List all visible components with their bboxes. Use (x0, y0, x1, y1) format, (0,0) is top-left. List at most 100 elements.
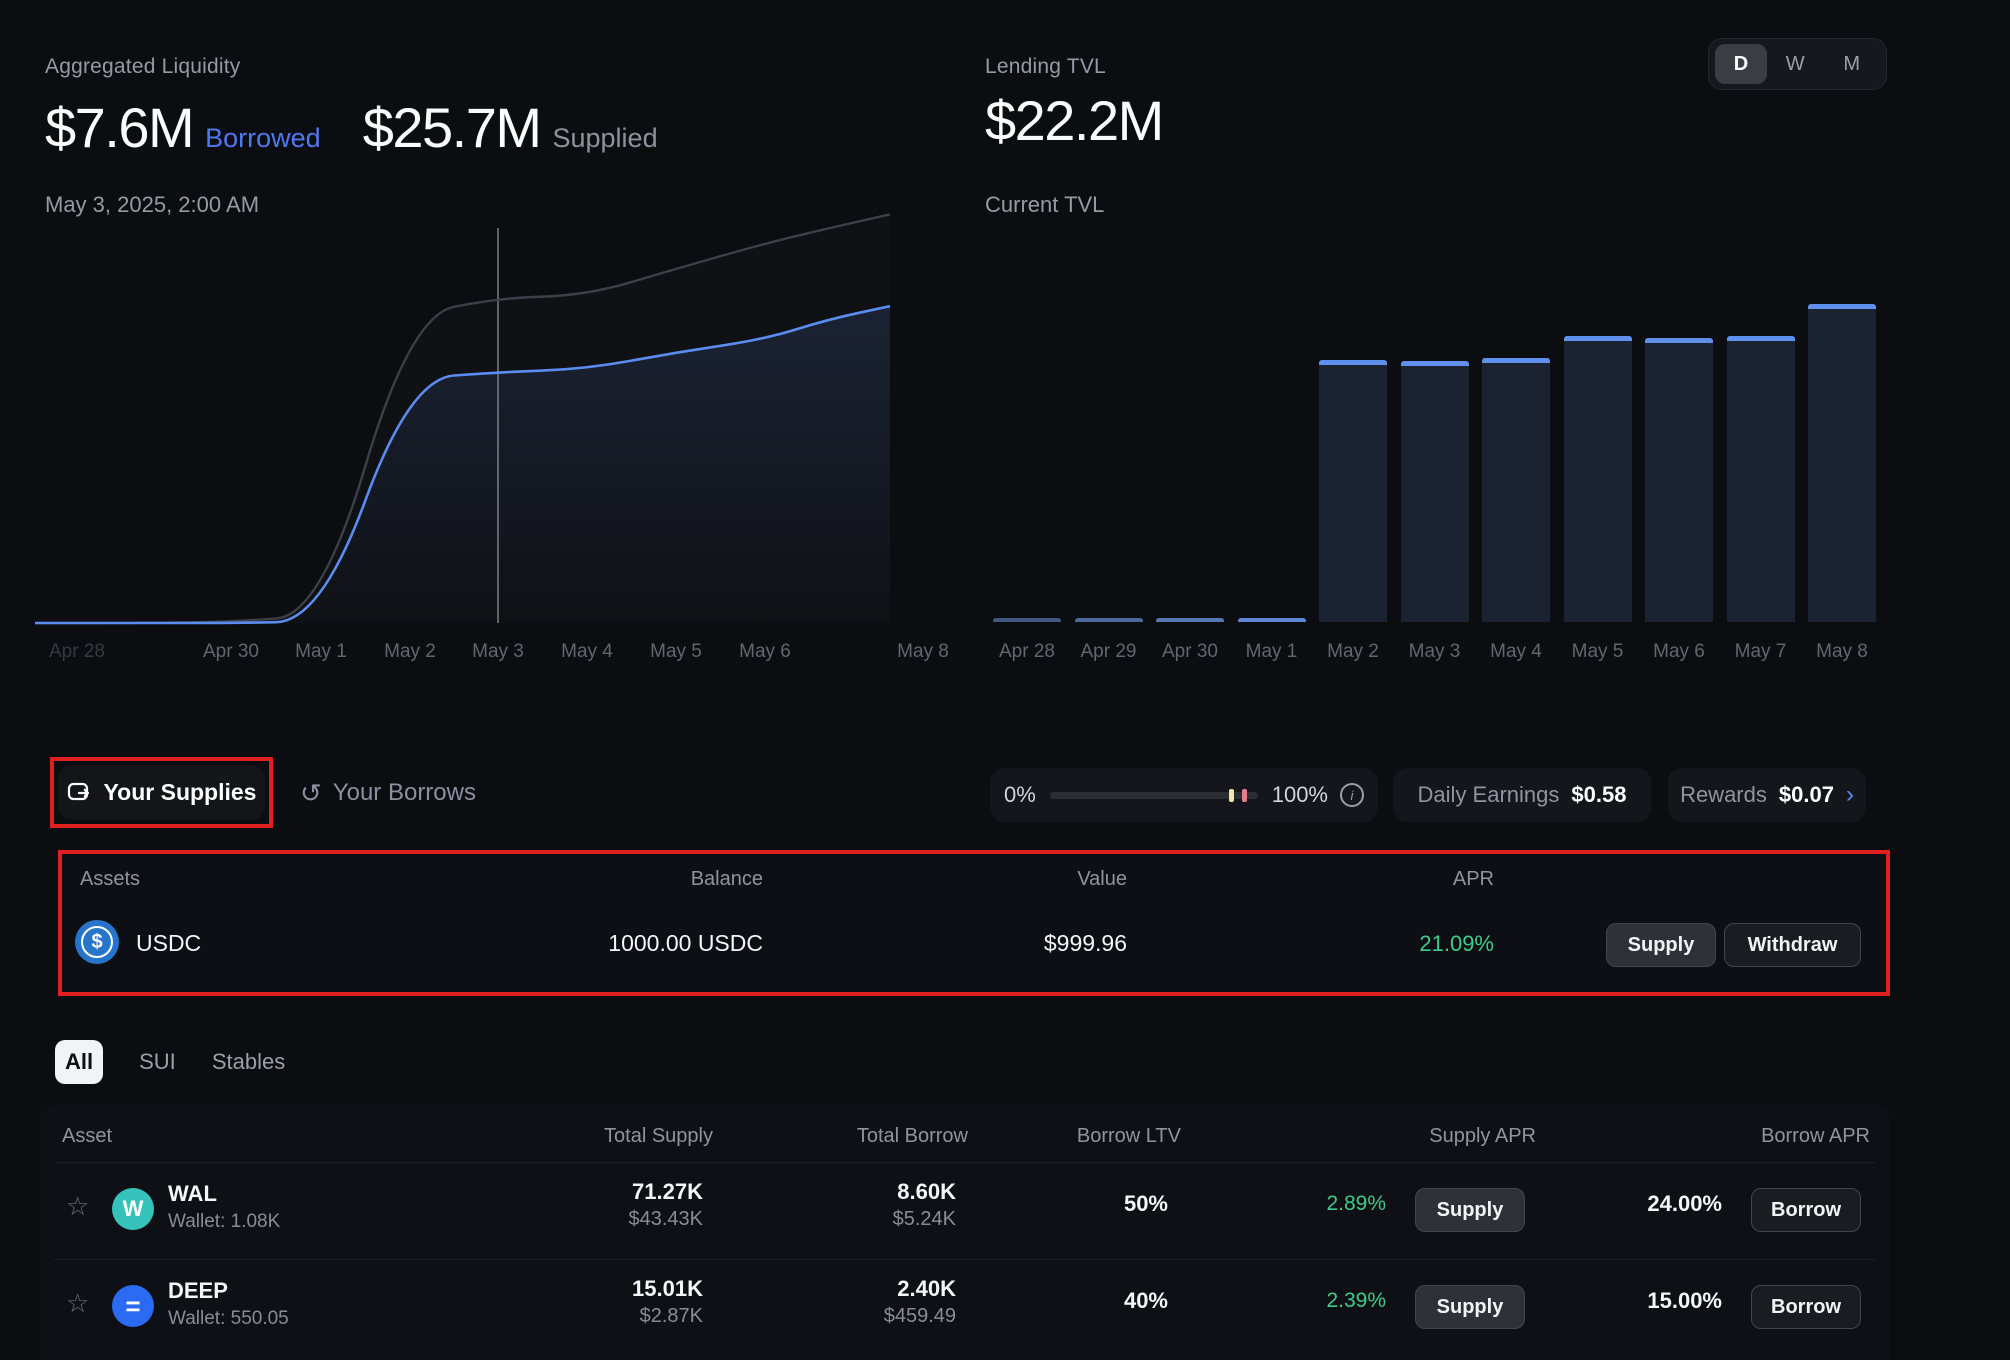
undo-arrow-icon: ↺ (300, 777, 322, 808)
total-borrow-usd: $459.49 (883, 1305, 956, 1327)
x-tick-label: May 8 (1816, 641, 1868, 662)
range-day-button[interactable]: D (1715, 44, 1767, 84)
tvl-bar (1482, 358, 1550, 622)
tvl-bar (1563, 335, 1632, 622)
info-circle-icon[interactable]: i (1340, 783, 1364, 807)
borrowed-label: Borrowed (205, 123, 321, 153)
rewards-panel[interactable]: Rewards $0.07 › (1668, 768, 1866, 822)
tvl-bar (1074, 618, 1143, 622)
range-week-button[interactable]: W (1785, 52, 1805, 75)
utilization-track (1049, 788, 1258, 802)
supply-apr: 2.89% (1326, 1192, 1386, 1215)
tvl-bar (993, 618, 1061, 622)
tvl-bar-cap (1156, 618, 1224, 622)
current-tvl-label: Current TVL (985, 192, 1105, 217)
table-row: ☆ W WAL Wallet: 1.08K 71.27K $43.43K 8.6… (40, 1163, 1890, 1259)
supplies-table: Assets Balance Value APR $ USDC 1000.00 … (62, 854, 1886, 992)
borrow-button[interactable]: Borrow (1751, 1285, 1861, 1329)
asset-symbol: DEEP (168, 1278, 228, 1303)
asset-name: USDC (136, 930, 202, 956)
wallet-out-icon (67, 781, 93, 805)
borrow-ltv: 40% (1123, 1288, 1168, 1313)
value-usd: $999.96 (1043, 930, 1127, 956)
favorite-star-icon[interactable]: ☆ (66, 1288, 90, 1318)
withdraw-button[interactable]: Withdraw (1724, 923, 1861, 967)
x-tick-label: Apr 30 (1162, 641, 1218, 662)
your-borrows-tab[interactable]: ↺ Your Borrows (300, 765, 476, 820)
utilization-max-label: 100% (1271, 782, 1328, 807)
tvl-bar-cap (1563, 335, 1632, 341)
col-borrow-ltv: Borrow LTV (1076, 1125, 1181, 1147)
balance-value: 1000.00 USDC (608, 930, 763, 956)
x-tick-label: May 8 (897, 641, 949, 662)
x-tick-label: May 6 (1653, 641, 1705, 662)
tvl-bar-cap (1808, 304, 1876, 309)
col-borrow-apr: Borrow APR (1761, 1125, 1870, 1147)
tvl-bar (1645, 338, 1713, 622)
total-supply: 15.01K (632, 1276, 703, 1301)
lending-tvl-value: $22.2M (985, 89, 1164, 152)
deep-icon: = (112, 1285, 154, 1327)
table-row: ☆ = DEEP Wallet: 550.05 15.01K $2.87K 2.… (40, 1260, 1890, 1356)
borrow-apr: 24.00% (1647, 1191, 1722, 1216)
x-tick-label: Apr 29 (1080, 641, 1137, 662)
x-tick-label: May 5 (650, 641, 702, 662)
x-tick-label: May 2 (1327, 641, 1379, 662)
total-borrow: 8.60K (897, 1179, 956, 1204)
divider (54, 1259, 1876, 1260)
total-borrow-usd: $5.24K (892, 1208, 956, 1230)
annotation-box-your-supplies (50, 757, 273, 828)
x-tick-label: Apr 28 (999, 641, 1055, 662)
supplied-label: Supplied (552, 123, 658, 153)
x-tick-label: May 4 (1490, 641, 1542, 662)
your-borrows-label: Your Borrows (332, 778, 476, 806)
tvl-bar (1156, 618, 1224, 622)
market-tabs: All SUI Stables (55, 1040, 285, 1084)
tvl-bar-cap (1645, 338, 1713, 344)
markets-table: Asset Total Supply Total Borrow Borrow L… (40, 1105, 1890, 1360)
daily-earnings-label: Daily Earnings (1417, 782, 1560, 807)
supply-button[interactable]: Supply (1606, 923, 1716, 967)
tvl-bar-cap (993, 618, 1061, 622)
wal-icon: W (112, 1188, 154, 1230)
col-total-borrow: Total Borrow (856, 1125, 968, 1147)
total-supply: 71.27K (632, 1179, 703, 1204)
tvl-bar (1237, 617, 1306, 622)
apr-value: 21.09% (1419, 931, 1494, 956)
annotation-box-supplies-table (58, 850, 1890, 996)
total-borrow: 2.40K (897, 1276, 956, 1301)
favorite-star-icon[interactable]: ☆ (66, 1191, 90, 1221)
x-tick-label: May 1 (295, 641, 347, 662)
borrow-ltv: 50% (1123, 1191, 1168, 1216)
col-value: Value (1077, 868, 1127, 890)
supply-button[interactable]: Supply (1415, 1285, 1525, 1329)
your-supplies-tab[interactable]: Your Supplies (58, 765, 265, 820)
range-month-button[interactable]: M (1843, 52, 1861, 75)
tvl-bar-cap (1726, 335, 1795, 341)
x-tick-label: Apr 30 (203, 641, 259, 662)
utilization-tick-pink (1241, 788, 1247, 802)
borrow-button[interactable]: Borrow (1751, 1188, 1861, 1232)
asset-symbol: WAL (168, 1181, 217, 1206)
supply-apr: 2.39% (1326, 1289, 1386, 1312)
tab-sui[interactable]: SUI (139, 1049, 176, 1074)
tab-stables[interactable]: Stables (211, 1049, 286, 1074)
tvl-bar (1808, 304, 1876, 622)
daily-earnings-panel: Daily Earnings $0.58 (1393, 768, 1651, 822)
usdc-icon: $ (75, 920, 119, 964)
tvl-bar (1319, 359, 1387, 622)
chevron-right-icon: › (1845, 781, 1854, 808)
tvl-bar (1726, 335, 1795, 622)
table-row: $ USDC 1000.00 USDC $999.96 21.09% Suppl… (62, 906, 1886, 992)
total-supply-usd: $43.43K (628, 1208, 703, 1230)
tab-all[interactable]: All (55, 1040, 104, 1084)
utilization-tick-yellow (1228, 788, 1234, 802)
supplied-value: $25.7M (362, 96, 542, 159)
daily-earnings-value: $0.58 (1571, 782, 1627, 807)
col-balance: Balance (690, 868, 763, 890)
supply-button[interactable]: Supply (1415, 1188, 1525, 1232)
wallet-balance: Wallet: 1.08K (168, 1211, 281, 1232)
tvl-bar-cap (1482, 358, 1550, 364)
divider (54, 1162, 1876, 1163)
tvl-bar-cap (1237, 617, 1306, 622)
